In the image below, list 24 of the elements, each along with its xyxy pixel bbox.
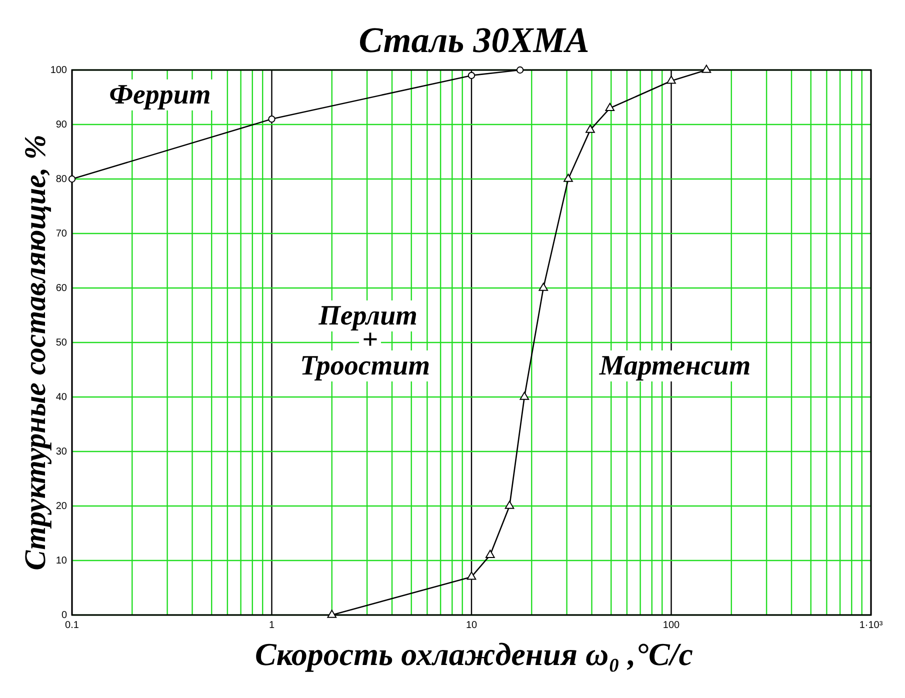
x-tick-label: 1·10³ [859,620,884,632]
y-axis-title: Структурные составляющие, % [19,134,52,570]
annotation: + [362,324,378,356]
y-tick-label: 70 [56,228,68,240]
annotation: Феррит [109,79,211,110]
y-tick-label: 50 [56,338,68,349]
x-tick-label: 100 [662,620,680,632]
y-tick-label: 20 [56,501,68,512]
x-axis-title: Скорость охлаждения ω₀ ,°C/c [255,636,693,672]
y-tick-label: 0 [61,610,68,622]
y-tick-label: 90 [56,120,68,131]
y-tick-label: 30 [56,446,68,458]
y-tick-label: 40 [56,392,68,404]
y-tick-label: 80 [56,174,68,186]
x-tick-label: 1 [268,620,275,632]
chart-title: Сталь 30ХМА [358,20,590,60]
annotation: Мартенсит [598,350,751,382]
annotation: Троостит [300,350,430,382]
annotation: Перлит [318,300,418,332]
x-tick-label: 0.1 [65,620,80,632]
x-tick-label: 10 [466,620,478,632]
y-tick-label: 60 [56,283,68,294]
y-tick-label: 100 [50,65,68,76]
y-tick-label: 10 [56,556,68,567]
